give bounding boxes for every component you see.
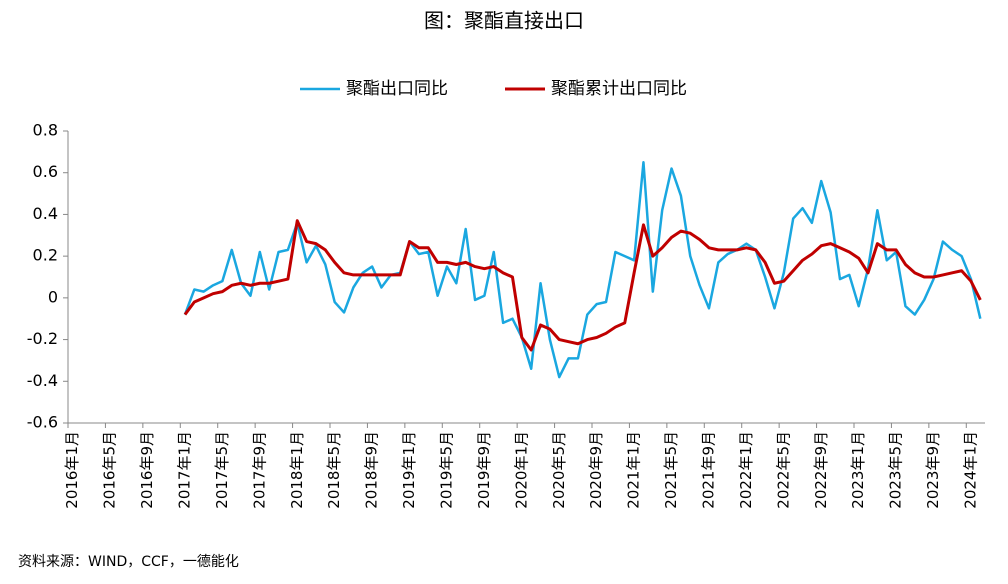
legend-label: 聚酯出口同比 [346, 79, 448, 99]
series-line [183, 161, 982, 379]
y-tick-label: 0.4 [33, 204, 58, 223]
chart-title: 图：聚酯直接出口 [424, 9, 584, 33]
y-tick-label: -0.4 [27, 371, 58, 390]
x-tick-label: 2021年1月 [625, 431, 643, 509]
x-tick-label: 2019年1月 [400, 431, 418, 509]
x-tick-label: 2017年5月 [213, 431, 231, 509]
x-tick-label: 2022年1月 [737, 431, 755, 509]
x-tick-label: 2023年9月 [924, 431, 942, 509]
x-tick-label: 2020年1月 [512, 431, 530, 509]
x-tick-label: 2018年1月 [288, 431, 306, 509]
x-tick-label: 2023年1月 [849, 431, 867, 509]
x-tick-label: 2021年5月 [662, 431, 680, 509]
x-tick-label: 2024年1月 [961, 431, 979, 509]
x-tick-label: 2020年5月 [550, 431, 568, 509]
x-tick-label: 2022年5月 [774, 431, 792, 509]
x-tick-label: 2020年9月 [587, 431, 605, 509]
x-tick-label: 2017年1月 [175, 431, 193, 509]
x-tick-label: 2017年9月 [250, 431, 268, 509]
y-tick-label: 0.2 [33, 246, 58, 265]
x-tick-label: 2016年9月 [138, 431, 156, 509]
x-tick-label: 2018年5月 [325, 431, 343, 509]
x-tick-label: 2016年1月 [63, 431, 81, 509]
x-tick-label: 2021年9月 [699, 431, 717, 509]
legend-label: 聚酯累计出口同比 [551, 79, 687, 99]
y-tick-label: 0 [48, 287, 58, 306]
x-tick-label: 2023年5月 [887, 431, 905, 509]
series-line [183, 219, 982, 352]
x-tick-label: 2016年5月 [101, 431, 119, 509]
y-tick-label: -0.2 [27, 329, 58, 348]
x-tick-label: 2022年9月 [812, 431, 830, 509]
source-note: 资料来源：WIND，CCF，一德能化 [18, 554, 239, 570]
y-tick-label: 0.6 [33, 162, 58, 181]
y-tick-label: 0.8 [33, 121, 58, 140]
x-tick-label: 2018年9月 [363, 431, 381, 509]
x-tick-label: 2019年9月 [475, 431, 493, 509]
x-tick-label: 2019年5月 [437, 431, 455, 509]
y-tick-label: -0.6 [27, 413, 58, 432]
